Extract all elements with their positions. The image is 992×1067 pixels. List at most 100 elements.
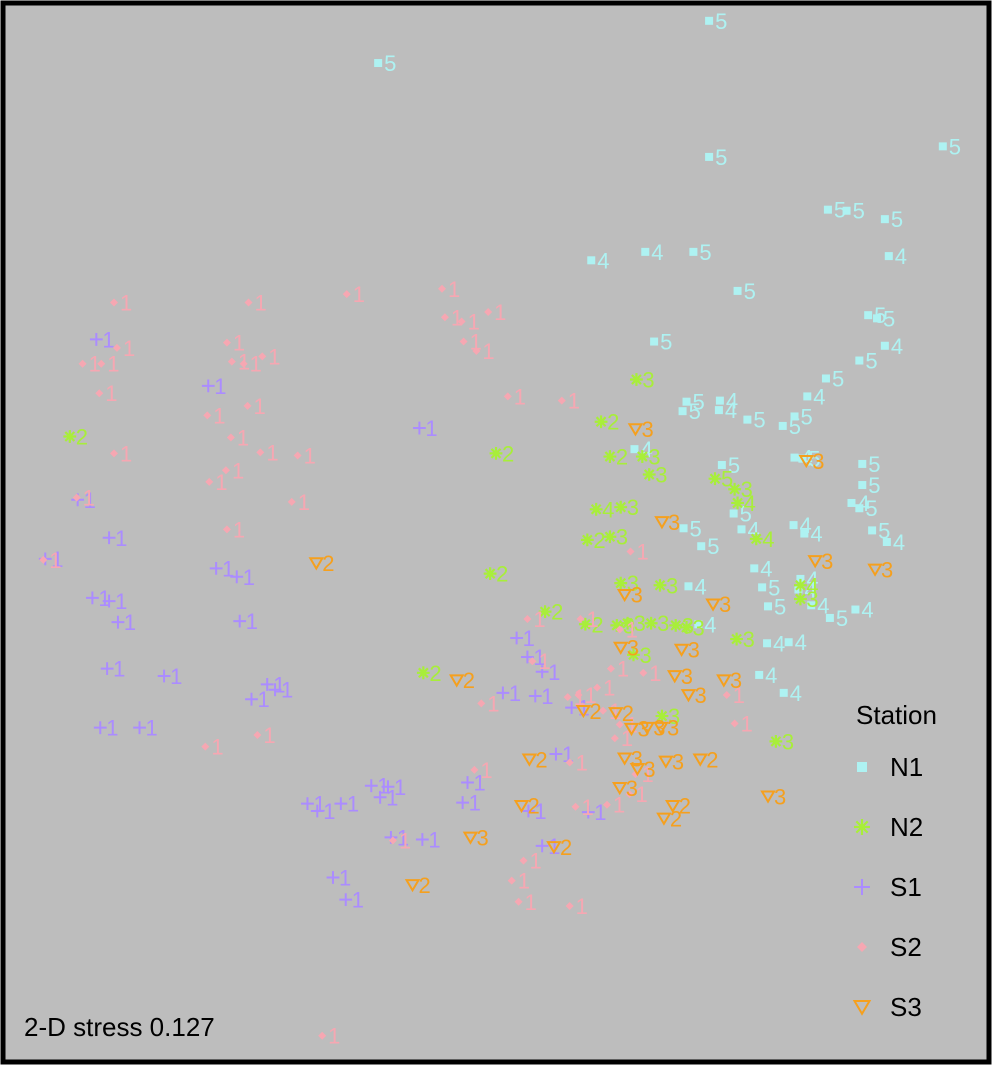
legend-label-n2: N2 (890, 812, 923, 842)
point-n1-17 (821, 374, 830, 383)
point-label-n1-18: 4 (813, 384, 825, 409)
point-label-s1-7: 1 (243, 565, 255, 590)
point-n2-22 (610, 618, 624, 632)
point-s2-28 (287, 497, 296, 506)
point-n2-2 (594, 415, 608, 429)
point-s3-20 (692, 753, 709, 767)
point-label-n1-1: 5 (715, 9, 727, 34)
point-s3-11 (666, 670, 683, 684)
point-label-s2-14: 1 (482, 339, 494, 364)
point-label-s2-40: 1 (574, 685, 586, 710)
legend-label-s1: S1 (890, 872, 922, 902)
point-label-n1-44: 4 (694, 574, 706, 599)
point-label-s1-21: 1 (541, 684, 553, 709)
point-label-n1-6: 5 (891, 207, 903, 232)
point-n1-32 (847, 498, 856, 507)
point-label-s1-8: 1 (98, 586, 110, 611)
point-label-s3-10: 2 (463, 668, 475, 693)
point-s3-4 (807, 555, 823, 569)
point-label-n1-47: 5 (774, 594, 786, 619)
point-n2-4 (603, 450, 617, 463)
point-s2-42 (477, 699, 486, 708)
point-s3-15 (608, 707, 624, 721)
point-s2-59 (565, 901, 574, 910)
point-label-n1-2: 5 (715, 145, 727, 170)
point-label-s2-53: 1 (613, 793, 625, 818)
point-s2-0 (342, 290, 351, 299)
point-s3-25 (760, 790, 776, 804)
point-s1-27 (381, 780, 395, 794)
point-s3-0 (627, 423, 644, 437)
point-label-s2-58: 1 (525, 890, 537, 915)
point-label-s1-3: 1 (84, 488, 96, 513)
point-label-n1-48: 4 (817, 593, 829, 618)
point-label-s2-42: 1 (487, 691, 499, 716)
point-label-n1-42: 4 (760, 556, 772, 581)
point-s2-22 (110, 449, 119, 458)
point-n2-28 (627, 648, 640, 662)
point-label-s2-5: 1 (451, 305, 463, 330)
point-s2-14 (472, 347, 481, 356)
point-n2-26 (680, 621, 693, 634)
point-label-s2-21: 1 (237, 426, 249, 451)
point-n1-41 (697, 542, 706, 551)
point-n1-7 (587, 256, 596, 265)
point-label-s2-30: 1 (637, 539, 649, 564)
point-label-s1-22: 1 (578, 696, 590, 721)
point-s2-48 (201, 742, 210, 751)
point-n1-30 (858, 459, 867, 468)
point-label-s3-22: 3 (643, 757, 655, 782)
point-n2-3 (489, 446, 503, 460)
point-n1-50 (825, 613, 834, 622)
point-n1-37 (789, 521, 798, 530)
point-n1-39 (868, 526, 877, 535)
point-label-s2-20: 1 (568, 389, 580, 414)
point-n1-42 (750, 564, 759, 573)
point-label-s2-60: 1 (328, 1024, 340, 1049)
point-label-s1-27: 1 (394, 775, 406, 800)
point-n1-1 (705, 16, 714, 25)
point-label-n2-13: 3 (616, 525, 628, 550)
legend-marker-n2 (854, 819, 870, 835)
point-label-n1-17: 5 (832, 366, 844, 391)
point-s3-28 (656, 812, 672, 826)
point-s3-8 (612, 641, 629, 655)
point-s1-15 (157, 669, 171, 683)
point-n1-13 (873, 314, 882, 323)
point-n2-23 (621, 616, 634, 630)
point-label-n1-38: 4 (810, 522, 822, 547)
point-n1-46 (758, 583, 767, 592)
point-label-n1-21: 5 (689, 399, 701, 424)
point-n2-7 (708, 472, 722, 486)
point-s2-11 (97, 359, 106, 368)
point-label-s2-44: 1 (741, 711, 753, 736)
point-label-s3-12: 3 (730, 668, 742, 693)
point-label-n2-15: 2 (496, 562, 508, 587)
point-s1-30 (301, 797, 314, 811)
point-n1-14 (650, 337, 659, 346)
point-label-s2-38: 1 (603, 676, 615, 701)
point-label-s3-16: 3 (638, 717, 650, 742)
point-s1-2 (413, 421, 426, 435)
point-n1-54 (755, 670, 764, 679)
point-label-s3-26: 2 (528, 794, 540, 819)
point-s3-30 (546, 841, 562, 855)
point-label-s2-34: 1 (626, 618, 638, 643)
point-s1-8 (85, 591, 99, 605)
point-label-n1-49: 4 (861, 598, 873, 623)
point-label-s2-23: 1 (266, 440, 278, 465)
point-s3-5 (867, 563, 883, 577)
point-s1-13 (521, 650, 534, 664)
point-n2-14 (749, 532, 763, 546)
point-label-s3-14: 2 (589, 699, 601, 724)
point-label-s2-19: 1 (514, 384, 526, 409)
point-n1-20 (715, 396, 724, 405)
point-label-s3-8: 3 (627, 635, 639, 660)
point-n1-53 (784, 638, 793, 647)
point-n1-18 (803, 392, 812, 401)
point-label-n2-8: 3 (741, 477, 753, 502)
point-s1-19 (496, 686, 510, 700)
point-s1-29 (373, 790, 387, 804)
